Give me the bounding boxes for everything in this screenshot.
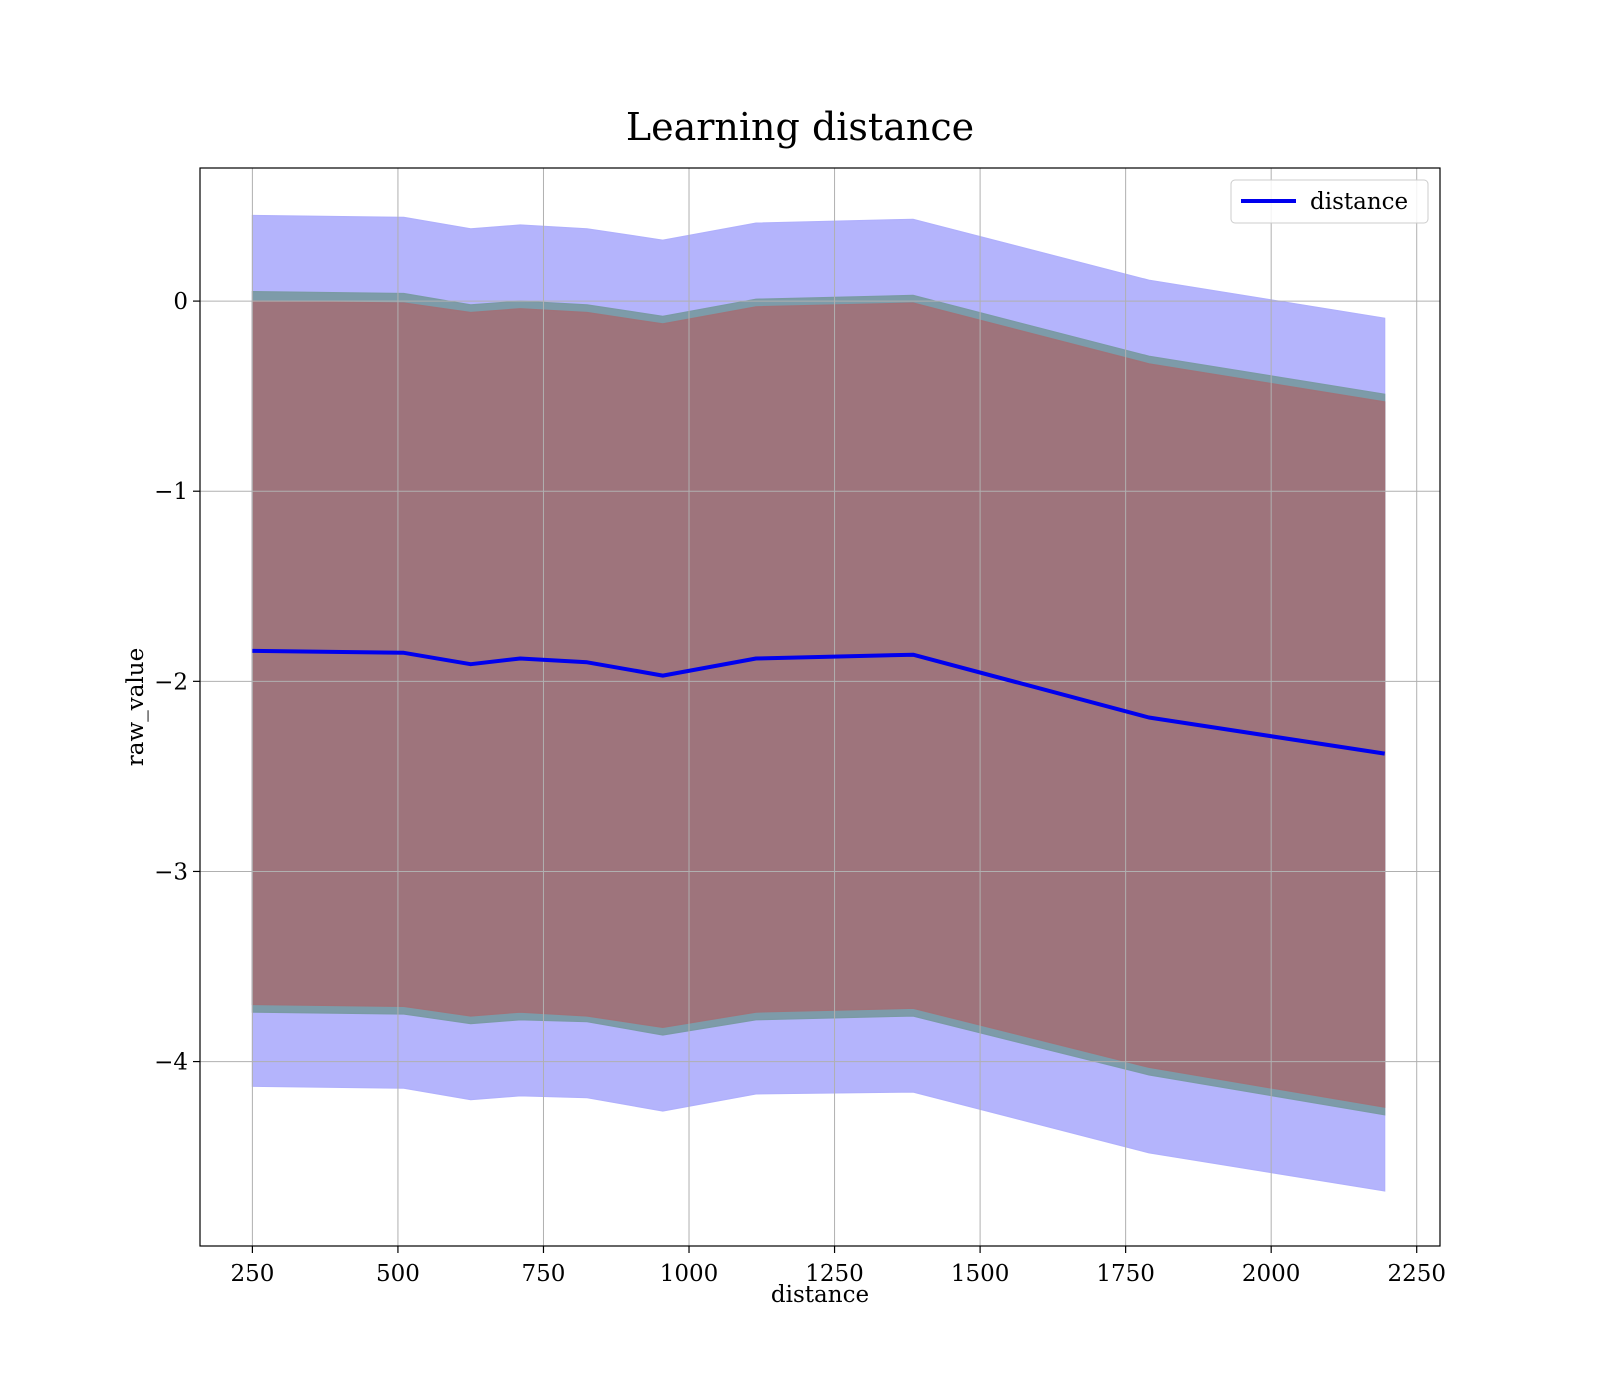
legend-box [1230,179,1429,224]
x-tick-label-6: 1750 [1096,1261,1155,1287]
x-tick-label-0: 250 [230,1261,274,1287]
y-tick-label-1: −1 [154,479,188,505]
x-tick-label-4: 1250 [805,1261,864,1287]
plot-frame [199,167,1441,1247]
band-2 [251,300,1386,1108]
x-axis-ticks: 250 500 750 1000 1250 1500 1750 2000 2250 [230,1246,1446,1287]
x-tick-label-7: 2000 [1242,1261,1301,1287]
legend-label-distance: distance [1310,189,1408,215]
confidence-bands [251,214,1386,1192]
y-axis-ticks: 0 −1 −2 −3 −4 [154,289,200,1076]
chart-title: Learning distance [626,105,974,149]
y-tick-label-0: 0 [173,289,188,315]
legend: distance [1230,179,1429,224]
x-axis-label: distance [771,1282,869,1308]
y-axis-label: raw_value [123,648,149,766]
x-tick-label-5: 1500 [951,1261,1010,1287]
x-tick-label-1: 500 [376,1261,420,1287]
x-tick-label-2: 750 [522,1261,566,1287]
series-lines [252,648,1386,756]
grid [200,168,1440,1246]
y-tick-label-4: −4 [154,1050,188,1076]
y-tick-label-3: −3 [154,859,188,885]
x-tick-label-3: 1000 [660,1261,719,1287]
x-tick-label-8: 2250 [1387,1261,1446,1287]
series-line-distance [252,648,1386,756]
y-tick-label-2: −2 [154,669,188,695]
